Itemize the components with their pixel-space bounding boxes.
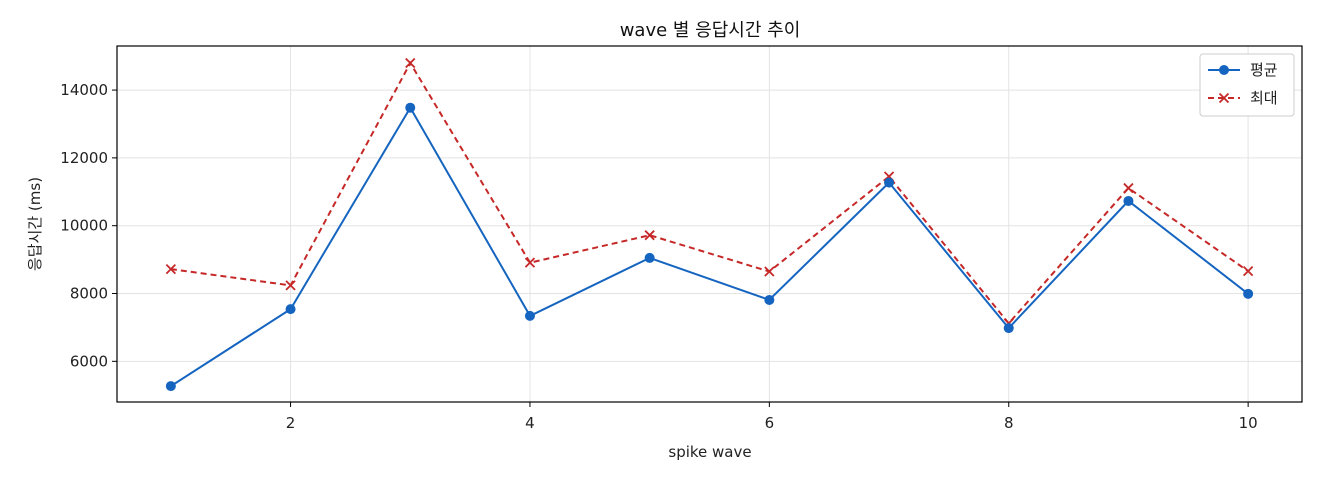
x-tick-label: 10 <box>1239 414 1258 432</box>
data-point-max <box>524 257 536 268</box>
chart-title: wave 별 응답시간 추이 <box>620 20 801 41</box>
legend-label: 최대 <box>1250 89 1278 107</box>
data-point-mean <box>165 381 176 392</box>
y-tick-label: 12000 <box>60 149 108 167</box>
axis-ticks: 2 4 6 8 10 6000 8000 10000 12000 14000 <box>60 81 1257 432</box>
data-point-max <box>764 266 775 277</box>
x-tick-label: 6 <box>765 414 775 432</box>
data-point-max <box>1123 182 1134 194</box>
data-point-max <box>644 230 655 241</box>
series-line-max <box>170 60 1249 325</box>
legend-box <box>1199 53 1295 117</box>
legend-label: 평균 <box>1250 61 1278 79</box>
data-point-max <box>405 57 416 69</box>
y-tick-label: 14000 <box>60 81 108 99</box>
legend-marker-1 <box>1218 92 1230 104</box>
data-point-mean <box>285 304 296 315</box>
plot-frame <box>116 45 1303 403</box>
series-line-mean <box>170 105 1249 387</box>
data-point-mean <box>884 177 895 188</box>
data-point-mean <box>1003 323 1014 334</box>
data-point-mean <box>644 252 655 263</box>
series-layer <box>165 57 1254 392</box>
data-point-mean <box>1123 195 1134 206</box>
x-axis-label: spike wave <box>668 443 751 461</box>
data-point-mean <box>524 310 535 321</box>
legend-marker-0 <box>1219 65 1229 75</box>
y-tick-label: 6000 <box>70 352 108 370</box>
data-point-max <box>1243 265 1254 277</box>
data-point-mean <box>764 294 775 305</box>
y-axis-label: 응답시간 (ms) <box>26 177 44 271</box>
x-tick-label: 2 <box>286 414 296 432</box>
y-tick-label: 10000 <box>60 217 108 235</box>
data-point-max <box>285 280 296 291</box>
data-point-mean <box>405 102 416 113</box>
data-point-mean <box>1243 288 1254 299</box>
data-point-max <box>165 263 177 275</box>
grid <box>117 46 1302 402</box>
x-tick-label: 4 <box>525 414 535 432</box>
x-tick-label: 8 <box>1004 414 1014 432</box>
y-tick-label: 8000 <box>70 285 108 303</box>
